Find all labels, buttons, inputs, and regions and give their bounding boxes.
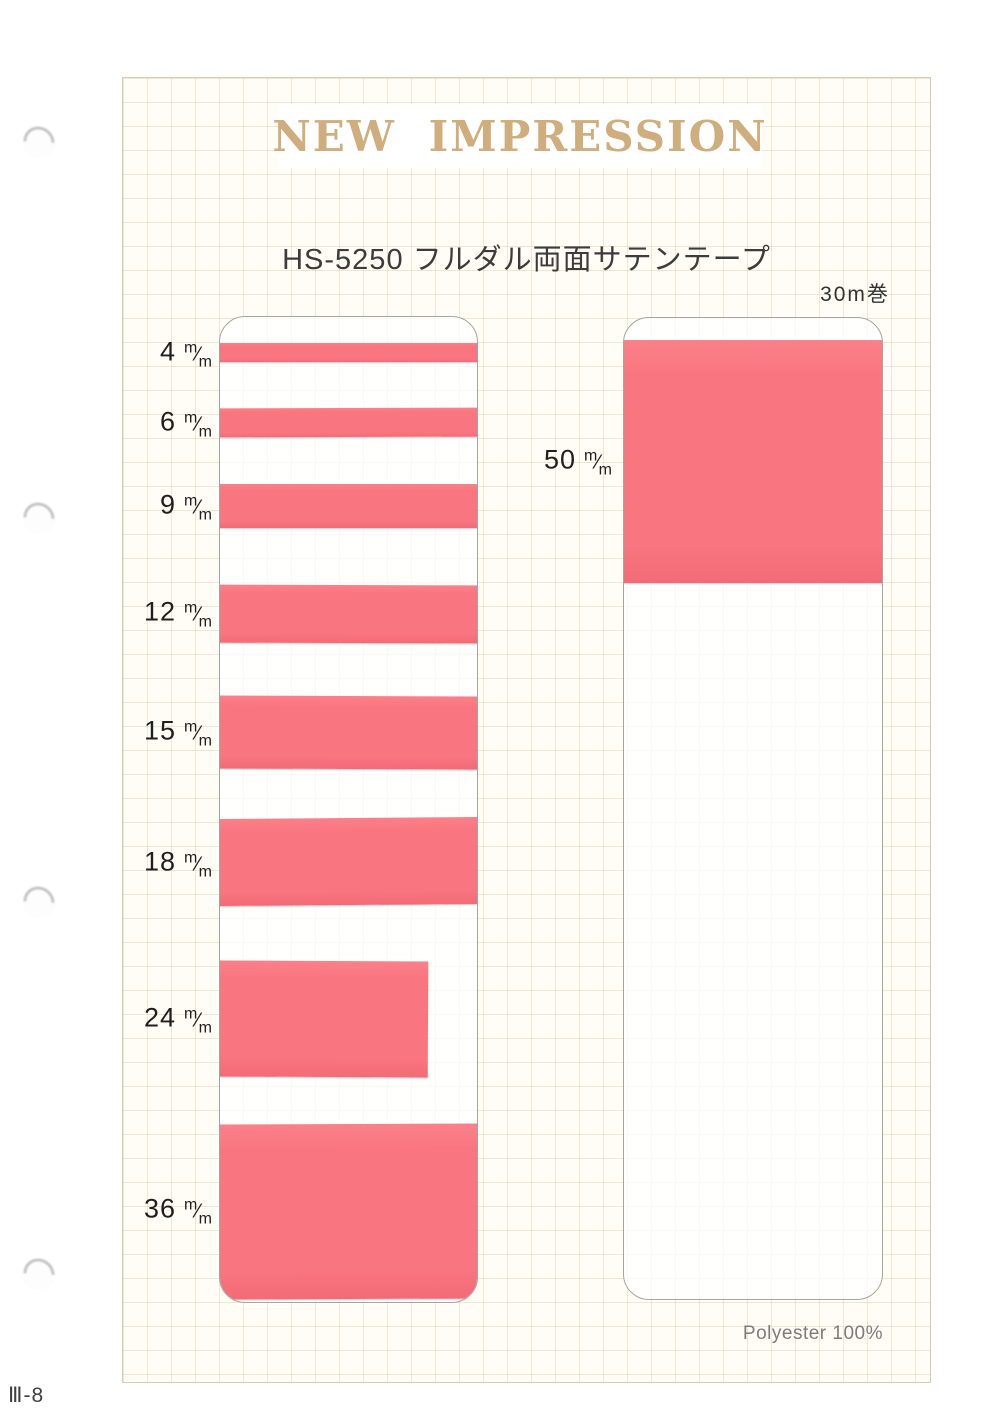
tape-sample-50mm xyxy=(624,340,882,583)
product-title: HS-5250 フルダル両面サテンテープ xyxy=(282,244,771,276)
sample-panel-50mm xyxy=(623,317,883,1300)
size-label-12mm: 12 m⁄m xyxy=(96,596,212,631)
size-label-6mm: 6 m⁄m xyxy=(96,406,212,441)
size-value: 15 xyxy=(143,715,176,746)
size-value: 6 xyxy=(159,406,176,437)
punch-hole-2 xyxy=(22,502,56,534)
tape-sample-36mm xyxy=(220,1123,477,1300)
tape-sample-15mm xyxy=(220,695,477,770)
unit-mm: m⁄m xyxy=(184,1005,212,1037)
unit-mm: m⁄m xyxy=(184,1196,212,1228)
tape-sample-6mm xyxy=(220,407,477,438)
tape-sample-4mm xyxy=(220,343,477,363)
sample-panel-narrow-widths xyxy=(219,316,478,1303)
punch-hole-4 xyxy=(22,1258,56,1290)
size-value: 12 xyxy=(143,596,176,627)
tape-sample-18mm xyxy=(220,816,477,907)
size-label-50mm: 50 m⁄m xyxy=(496,444,612,479)
punch-hole-1 xyxy=(22,126,56,158)
size-value: 9 xyxy=(159,489,176,520)
size-label-15mm: 15 m⁄m xyxy=(96,715,212,750)
unit-mm: m⁄m xyxy=(184,409,212,441)
tape-sample-9mm xyxy=(220,484,477,528)
unit-mm: m⁄m xyxy=(584,447,612,479)
unit-mm: m⁄m xyxy=(184,718,212,750)
brand-title: NEW IMPRESSION xyxy=(272,111,768,161)
header-banner: NEW IMPRESSION xyxy=(272,104,768,168)
size-label-4mm: 4 m⁄m xyxy=(96,336,212,371)
size-value: 4 xyxy=(159,336,176,367)
size-value: 18 xyxy=(143,846,176,877)
size-value: 24 xyxy=(143,1002,176,1033)
unit-mm: m⁄m xyxy=(184,492,212,524)
size-label-36mm: 36 m⁄m xyxy=(96,1193,212,1228)
page-number: Ⅲ-8 xyxy=(8,1384,45,1407)
roll-length-label: 30m巻 xyxy=(820,283,890,306)
unit-mm: m⁄m xyxy=(184,339,212,371)
size-label-24mm: 24 m⁄m xyxy=(96,1002,212,1037)
unit-mm: m⁄m xyxy=(184,849,212,881)
size-label-9mm: 9 m⁄m xyxy=(96,489,212,524)
tape-sample-12mm xyxy=(220,584,477,644)
size-value: 50 xyxy=(543,444,576,475)
unit-mm: m⁄m xyxy=(184,599,212,631)
size-label-18mm: 18 m⁄m xyxy=(96,846,212,881)
punch-hole-3 xyxy=(22,886,56,918)
size-value: 36 xyxy=(143,1193,176,1224)
material-label: Polyester 100% xyxy=(742,1323,883,1344)
tape-sample-24mm xyxy=(220,960,429,1078)
